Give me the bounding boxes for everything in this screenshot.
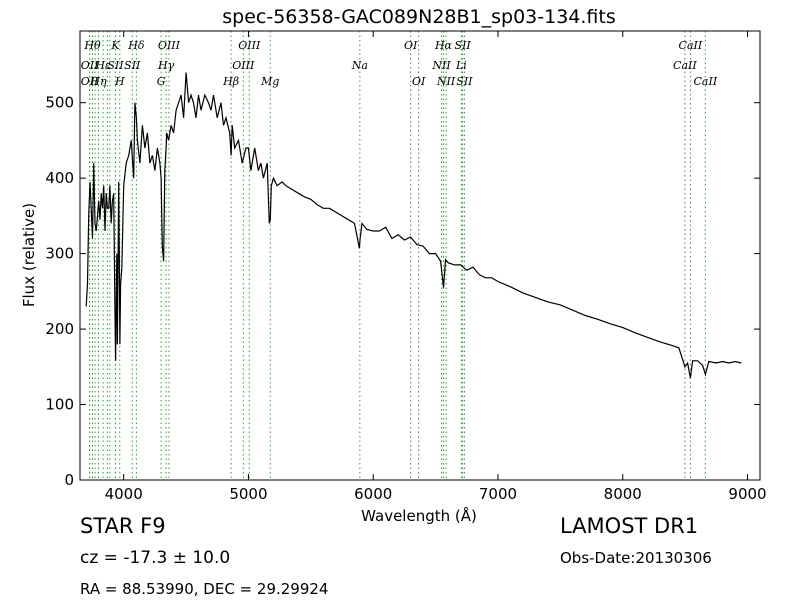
line-marker-label-21: OI — [404, 39, 418, 52]
x-tick-label-3: 7000 — [479, 485, 517, 503]
spectrum-line — [85, 72, 742, 379]
y-tick-label-4: 400 — [45, 169, 74, 187]
line-marker-label-15: OIII — [158, 39, 181, 52]
x-tick-label-5: 9000 — [728, 485, 766, 503]
y-tick-label-3: 300 — [45, 245, 74, 263]
chart-title: spec-56358-GAC089N28B1_sp03-134.fits — [222, 6, 616, 28]
line-marker-label-12: Hδ — [127, 39, 145, 52]
line-marker-label-22: OI — [412, 75, 426, 88]
line-marker-label-26: Li — [455, 59, 467, 72]
y-tick-label-5: 500 — [45, 94, 74, 112]
line-marker-label-2: Hθ — [83, 39, 101, 52]
plot-frame — [79, 30, 761, 481]
line-marker-label-28: SII — [456, 75, 473, 88]
line-marker-label-25: NII — [436, 75, 456, 88]
line-marker-label-10: H — [114, 75, 125, 88]
line-marker-label-14: Hγ — [157, 59, 175, 72]
y-axis-ticks: 0 100 200 300 400 500 — [45, 94, 760, 489]
y-tick-label-1: 100 — [45, 396, 74, 414]
line-marker-label-4: Hη — [89, 75, 107, 88]
spectral-class-label: STAR F9 — [80, 514, 166, 538]
survey-label: LAMOST DR1 — [560, 514, 699, 538]
line-marker-label-9: SII — [107, 59, 124, 72]
line-marker-labels: OIIOIIHθHηHεKSIIHSIIHδGHγOIIIHβOIIIOIIIM… — [81, 39, 718, 88]
x-tick-label-1: 5000 — [229, 485, 267, 503]
line-marker-label-13: G — [157, 75, 166, 88]
x-tick-label-0: 4000 — [105, 485, 143, 503]
line-marker-label-16: Hβ — [222, 75, 239, 88]
x-tick-label-4: 8000 — [604, 485, 642, 503]
line-marker-label-1: OII — [81, 75, 99, 88]
y-axis-label: Flux (relative) — [20, 203, 38, 307]
line-markers — [89, 31, 706, 480]
line-marker-label-5: Hε — [94, 59, 111, 72]
line-marker-label-17: OIII — [232, 59, 255, 72]
line-marker-label-27: SII — [455, 39, 472, 52]
line-marker-label-0: OII — [81, 59, 99, 72]
y-tick-label-0: 0 — [64, 471, 74, 489]
x-axis-label: Wavelength (Å) — [361, 506, 477, 525]
line-marker-label-24: Hα — [434, 39, 453, 52]
line-marker-label-20: Na — [351, 59, 368, 72]
line-marker-label-11: SII — [124, 59, 141, 72]
x-tick-label-2: 6000 — [354, 485, 392, 503]
coordinates-label: RA = 88.53990, DEC = 29.29924 — [80, 580, 329, 598]
y-tick-label-2: 200 — [45, 320, 74, 338]
line-marker-label-30: CaII — [679, 39, 703, 52]
obs-date-label: Obs-Date:20130306 — [560, 549, 712, 567]
x-axis-ticks: 4000 5000 6000 7000 8000 9000 — [105, 31, 767, 503]
line-marker-label-8: K — [110, 39, 120, 52]
line-marker-label-19: Mg — [260, 75, 279, 88]
line-marker-label-31: CaII — [694, 75, 718, 88]
redshift-label: cz = -17.3 ± 10.0 — [80, 548, 231, 568]
line-marker-label-29: CaII — [673, 59, 697, 72]
line-marker-label-18: OIII — [238, 39, 261, 52]
line-marker-label-23: NII — [431, 59, 451, 72]
